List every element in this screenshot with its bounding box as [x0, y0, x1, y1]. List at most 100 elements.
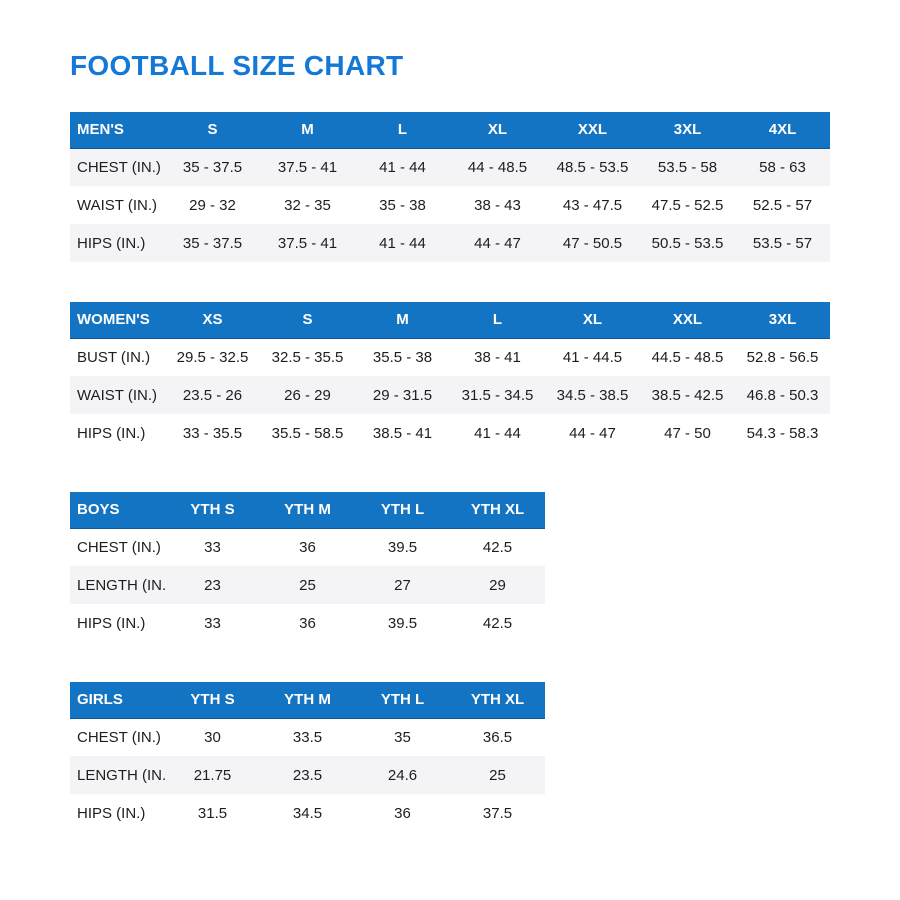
girls-size-column-header: YTH XL [450, 682, 545, 719]
womens-size-value-cell: 46.8 - 50.3 [746, 386, 819, 404]
girls-size-value-cell: 21.75 [193, 766, 232, 784]
boys-size-column-header: YTH M [260, 492, 355, 529]
mens-size-value-cell: 44 - 47 [474, 234, 521, 252]
girls-size-column-header: YTH S [165, 682, 260, 719]
womens-size-value-cell: 52.8 - 56.5 [746, 348, 819, 366]
boys-size-value-cell: 39.5 [387, 538, 418, 556]
womens-size-value-cell: 31.5 - 34.5 [461, 386, 534, 404]
womens-size-column-header: XL [545, 302, 640, 339]
mens-size-value-cell: 37.5 - 41 [277, 158, 338, 176]
womens-size-value-cell: 32.5 - 35.5 [271, 348, 344, 366]
womens-size-value-cell: 38 - 41 [474, 348, 521, 366]
womens-size-value-cell: 47 - 50 [664, 424, 711, 442]
size-tables-container: MEN'S S M L XL XXL 3XL 4XL CHEST (IN.) 35 - 37.5 3… [70, 112, 830, 832]
girls-table-title: GIRLS [70, 682, 165, 719]
womens-size-column-header: S [260, 302, 355, 339]
boys-measurement-row: CHEST (IN.) 33 36 39.5 42.5 [70, 528, 545, 566]
girls-row-label: HIPS (IN.) [77, 804, 146, 822]
mens-size-value-cell: 47.5 - 52.5 [651, 196, 724, 214]
girls-row-label: CHEST (IN.) [77, 728, 161, 746]
girls-size-value-cell: 25 [489, 766, 506, 784]
boys-table-title: BOYS [70, 492, 165, 529]
boys-size-value-cell: 29 [489, 576, 506, 594]
womens-size-value-cell: 34.5 - 38.5 [556, 386, 629, 404]
boys-measurement-row: LENGTH (IN.) 23 25 27 29 [70, 566, 545, 604]
womens-table-title: WOMEN'S [70, 302, 165, 339]
mens-size-column-header: 4XL [735, 112, 830, 149]
girls-row-label: LENGTH (IN.) [77, 766, 165, 784]
girls-size-value-cell: 34.5 [292, 804, 323, 822]
mens-size-value-cell: 58 - 63 [759, 158, 806, 176]
girls-size-value-cell: 30 [204, 728, 221, 746]
womens-size-value-cell: 26 - 29 [284, 386, 331, 404]
girls-size-column-header: YTH L [355, 682, 450, 719]
boys-size-value-cell: 27 [394, 576, 411, 594]
mens-measurement-row: WAIST (IN.) 29 - 32 32 - 35 35 - 38 38 - 43 4… [70, 186, 830, 224]
girls-measurement-row: LENGTH (IN.) 21.75 23.5 24.6 25 [70, 756, 545, 794]
mens-size-value-cell: 35 - 37.5 [182, 158, 243, 176]
womens-size-value-cell: 41 - 44 [474, 424, 521, 442]
mens-size-value-cell: 53.5 - 57 [752, 234, 813, 252]
womens-size-column-header: 3XL [735, 302, 830, 339]
boys-size-column-header: YTH XL [450, 492, 545, 529]
womens-row-label: WAIST (IN.) [77, 386, 157, 404]
mens-table-title: MEN'S [70, 112, 165, 149]
mens-row-label: WAIST (IN.) [77, 196, 157, 214]
womens-size-column-header: M [355, 302, 450, 339]
mens-row-label: CHEST (IN.) [77, 158, 161, 176]
mens-size-value-cell: 32 - 35 [284, 196, 331, 214]
womens-row-label: BUST (IN.) [77, 348, 151, 366]
mens-size-table: MEN'S S M L XL XXL 3XL 4XL CHEST (IN.) 35 - 37.5 3… [70, 112, 830, 262]
womens-measurement-row: WAIST (IN.) 23.5 - 26 26 - 29 29 - 31.5 31.5… [70, 376, 830, 414]
girls-size-table: GIRLS YTH S YTH M YTH L YTH XL CHEST (IN.) 30 3… [70, 682, 545, 832]
girls-size-value-cell: 24.6 [387, 766, 418, 784]
mens-size-column-header: XXL [545, 112, 640, 149]
mens-size-value-cell: 29 - 32 [189, 196, 236, 214]
boys-size-value-cell: 33 [204, 614, 221, 632]
boys-size-value-cell: 42.5 [482, 538, 513, 556]
womens-size-value-cell: 44 - 47 [569, 424, 616, 442]
mens-size-value-cell: 52.5 - 57 [752, 196, 813, 214]
womens-size-column-header: XXL [640, 302, 735, 339]
womens-size-value-cell: 35.5 - 58.5 [271, 424, 344, 442]
womens-measurement-row: HIPS (IN.) 33 - 35.5 35.5 - 58.5 38.5 - 41 4… [70, 414, 830, 452]
girls-size-value-cell: 33.5 [292, 728, 323, 746]
mens-size-value-cell: 37.5 - 41 [277, 234, 338, 252]
boys-header-row: BOYS YTH S YTH M YTH L YTH XL [70, 492, 545, 529]
womens-measurement-row: BUST (IN.) 29.5 - 32.5 32.5 - 35.5 35.5 - 3… [70, 338, 830, 376]
womens-size-value-cell: 29 - 31.5 [372, 386, 433, 404]
girls-size-value-cell: 31.5 [197, 804, 228, 822]
mens-measurement-row: CHEST (IN.) 35 - 37.5 37.5 - 41 41 - 44 44 -… [70, 148, 830, 186]
mens-size-value-cell: 43 - 47.5 [562, 196, 623, 214]
mens-size-value-cell: 38 - 43 [474, 196, 521, 214]
mens-size-value-cell: 41 - 44 [379, 158, 426, 176]
boys-row-label: LENGTH (IN.) [77, 576, 165, 594]
mens-size-column-header: 3XL [640, 112, 735, 149]
womens-size-column-header: L [450, 302, 545, 339]
mens-row-label: HIPS (IN.) [77, 234, 146, 252]
womens-row-label: HIPS (IN.) [77, 424, 146, 442]
womens-size-value-cell: 41 - 44.5 [562, 348, 623, 366]
boys-row-label: CHEST (IN.) [77, 538, 161, 556]
mens-size-column-header: L [355, 112, 450, 149]
mens-size-value-cell: 35 - 37.5 [182, 234, 243, 252]
boys-size-table: BOYS YTH S YTH M YTH L YTH XL CHEST (IN.) 33 36… [70, 492, 545, 642]
girls-size-value-cell: 36 [394, 804, 411, 822]
girls-measurement-row: HIPS (IN.) 31.5 34.5 36 37.5 [70, 794, 545, 832]
mens-size-value-cell: 53.5 - 58 [657, 158, 718, 176]
womens-size-value-cell: 54.3 - 58.3 [746, 424, 819, 442]
boys-size-value-cell: 36 [299, 614, 316, 632]
boys-size-column-header: YTH S [165, 492, 260, 529]
page-title: FOOTBALL SIZE CHART [70, 50, 404, 81]
womens-size-column-header: XS [165, 302, 260, 339]
womens-size-value-cell: 38.5 - 41 [372, 424, 433, 442]
boys-measurement-row: HIPS (IN.) 33 36 39.5 42.5 [70, 604, 545, 642]
mens-size-value-cell: 50.5 - 53.5 [651, 234, 724, 252]
womens-size-table: WOMEN'S XS S M L XL XXL 3XL BUST (IN.) 29.5 - 32.… [70, 302, 830, 452]
boys-size-value-cell: 36 [299, 538, 316, 556]
mens-size-column-header: S [165, 112, 260, 149]
boys-size-value-cell: 42.5 [482, 614, 513, 632]
girls-size-value-cell: 35 [394, 728, 411, 746]
girls-size-value-cell: 36.5 [482, 728, 513, 746]
girls-size-value-cell: 23.5 [292, 766, 323, 784]
